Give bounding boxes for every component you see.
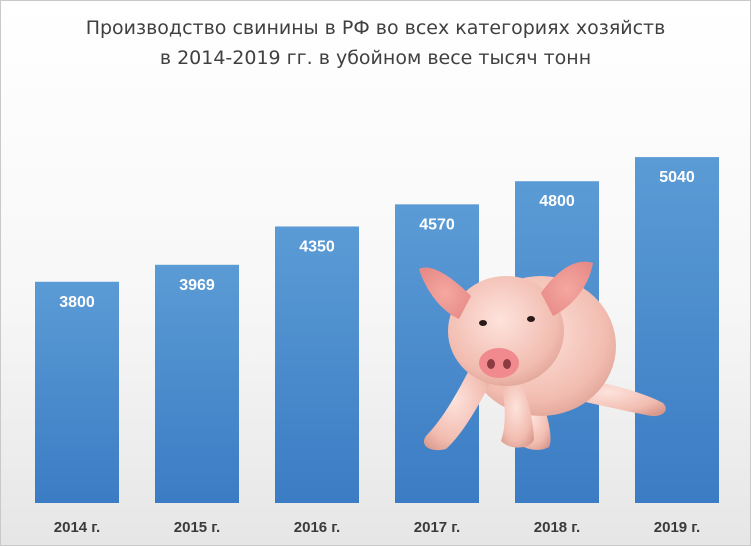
data-label-4: 4570	[419, 216, 455, 233]
chart-title-line-1: Производство свинины в РФ во всех катего…	[85, 17, 666, 39]
data-label-2: 3969	[179, 277, 215, 294]
chart-title: Производство свинины в РФ во всех катего…	[1, 13, 750, 73]
piglet-illustration	[419, 261, 666, 451]
data-label-5: 4800	[539, 193, 575, 210]
bar-6	[635, 157, 719, 504]
x-tick-label-3: 2016 г.	[294, 519, 340, 536]
chart-title-line-2: в 2014-2019 гг. в убойном весе тысяч тон…	[159, 47, 592, 69]
x-tick-label-1: 2014 г.	[54, 519, 100, 536]
data-label-1: 3800	[59, 294, 95, 311]
bars	[35, 157, 719, 504]
bar-2	[155, 264, 239, 503]
data-label-3: 4350	[299, 238, 335, 255]
data-label-6: 5040	[659, 169, 695, 186]
x-tick-label-4: 2017 г.	[414, 519, 460, 536]
x-axis-tick-labels: 2014 г. 2015 г. 2016 г. 2017 г. 2018 г. 2019 …	[54, 519, 700, 536]
bar-3	[275, 226, 359, 503]
data-labels: 3800 3969 4350 4570 4800 5040	[59, 169, 695, 311]
x-tick-label-6: 2019 г.	[654, 519, 700, 536]
x-tick-label-5: 2018 г.	[534, 519, 580, 536]
x-tick-label-2: 2015 г.	[174, 519, 220, 536]
bar-1	[35, 281, 119, 503]
